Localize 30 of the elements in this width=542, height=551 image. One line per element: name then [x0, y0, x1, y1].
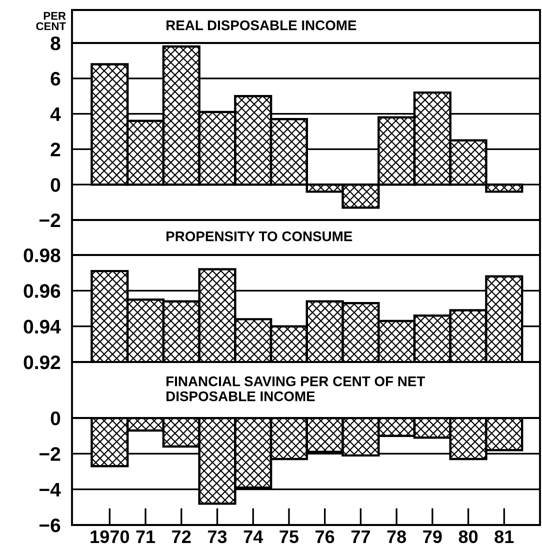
- y-axis-title: PER CENT: [36, 12, 66, 30]
- x-tick-label: 76: [316, 530, 334, 544]
- y-tick-label: 8: [50, 36, 60, 50]
- x-tick-label: 74: [244, 530, 264, 543]
- y-tick-label: −2: [40, 213, 60, 228]
- y-tick-label: 0.96: [24, 284, 60, 298]
- y-tick-label: −6: [40, 518, 60, 532]
- y-tick-label: −2: [40, 447, 60, 461]
- x-tick-label: 73: [208, 530, 227, 544]
- x-tick-label: 77: [351, 530, 370, 543]
- y-tick-label: 6: [50, 72, 60, 86]
- y-tick-label: 0: [50, 178, 60, 192]
- y-tick-label: 2: [50, 142, 60, 156]
- y-tick-label: 0.92: [24, 355, 60, 370]
- x-tick-label: 75: [280, 530, 299, 544]
- y-tick-label: 0.94: [24, 320, 61, 334]
- y-tick-label: −4: [40, 483, 61, 496]
- y-tick-label: 0: [50, 411, 60, 426]
- x-tick-label: 1970: [90, 530, 129, 544]
- x-tick-label: 81: [494, 530, 514, 544]
- y-tick-label: 0.98: [24, 248, 60, 262]
- chart-title: PROPENSITY TO CONSUME: [166, 231, 352, 242]
- x-tick-label: 72: [172, 530, 191, 543]
- chart-title: REAL DISPOSABLE INCOME: [166, 20, 356, 30]
- chart-title: FINANCIAL SAVING PER CENT OF NET DISPOSABLE INCOME: [166, 376, 425, 402]
- x-tick-label: 79: [423, 530, 442, 544]
- y-tick-label: 4: [50, 107, 61, 121]
- x-tick-label: 80: [458, 530, 478, 544]
- x-tick-label: 78: [387, 530, 406, 544]
- x-tick-label: 71: [136, 530, 156, 543]
